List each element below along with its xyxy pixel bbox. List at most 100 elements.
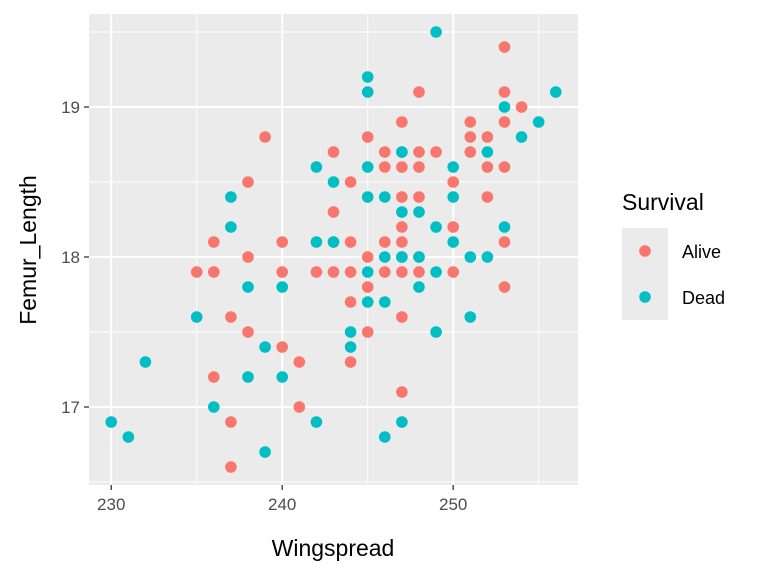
point-alive (378, 146, 391, 158)
point-alive (396, 191, 408, 203)
point-alive (498, 41, 511, 53)
point-dead (344, 326, 357, 338)
y-tick-label: 18 (61, 248, 80, 267)
point-alive (413, 146, 425, 158)
point-alive (481, 161, 494, 173)
point-dead (378, 431, 391, 443)
point-dead (242, 281, 254, 293)
point-dead (361, 266, 374, 278)
point-dead (515, 131, 528, 143)
point-alive (396, 236, 408, 248)
point-dead (122, 431, 135, 443)
point-dead (225, 191, 237, 203)
point-dead (413, 281, 425, 293)
point-alive (413, 266, 425, 278)
x-axis-ticks: 230 240 250 (97, 485, 467, 514)
point-alive (344, 176, 357, 188)
point-alive (208, 371, 220, 383)
point-dead (105, 416, 118, 428)
legend-label-alive: Alive (682, 242, 721, 262)
point-dead (396, 206, 408, 218)
point-dead (481, 146, 494, 158)
point-alive (276, 341, 289, 353)
point-alive (361, 251, 374, 263)
point-dead (276, 281, 289, 293)
point-dead (532, 116, 545, 128)
point-alive (361, 326, 374, 338)
point-dead (464, 251, 477, 263)
point-alive (396, 266, 408, 278)
point-dead (190, 311, 203, 323)
point-alive (344, 236, 357, 248)
point-dead (430, 326, 442, 338)
point-dead (225, 221, 237, 233)
point-alive (208, 236, 220, 248)
point-dead (327, 176, 340, 188)
point-alive (498, 116, 511, 128)
point-dead (310, 236, 323, 248)
y-tick-label: 19 (61, 98, 80, 117)
point-alive (190, 266, 203, 278)
point-dead (413, 206, 425, 218)
x-tick-label: 240 (268, 495, 296, 514)
point-alive (293, 401, 306, 413)
point-alive (481, 191, 494, 203)
point-alive (413, 191, 425, 203)
point-dead (498, 221, 511, 233)
point-dead (361, 86, 374, 98)
point-alive (276, 236, 289, 248)
legend-label-dead: Dead (682, 288, 725, 308)
point-dead (481, 251, 494, 263)
point-alive (447, 221, 459, 233)
point-dead (378, 296, 391, 308)
point-dead (361, 191, 374, 203)
point-alive (413, 86, 425, 98)
point-dead (396, 146, 408, 158)
point-alive (242, 251, 254, 263)
y-axis-title: Femur_Length (15, 175, 41, 325)
point-alive (413, 161, 425, 173)
major-gridlines (89, 14, 578, 485)
point-alive (464, 146, 477, 158)
point-alive (464, 116, 477, 128)
point-dead (310, 416, 323, 428)
point-alive (327, 146, 340, 158)
point-dead (447, 161, 459, 173)
x-tick-label: 230 (97, 495, 125, 514)
point-alive (327, 266, 340, 278)
point-dead (549, 86, 562, 98)
point-alive (276, 266, 289, 278)
point-dead (378, 251, 391, 263)
point-dead (242, 371, 254, 383)
point-alive (208, 266, 220, 278)
point-alive (498, 86, 511, 98)
x-axis-title: Wingspread (272, 535, 395, 561)
point-dead (344, 341, 357, 353)
point-alive (378, 266, 391, 278)
point-dead (430, 266, 442, 278)
y-tick-label: 17 (61, 398, 80, 417)
point-dead (498, 101, 511, 113)
point-alive (327, 206, 340, 218)
point-alive (310, 266, 323, 278)
point-alive (225, 416, 237, 428)
point-dead (396, 251, 408, 263)
point-alive (396, 311, 408, 323)
point-dead (327, 236, 340, 248)
point-alive (344, 266, 357, 278)
plot-panel (89, 14, 578, 485)
point-dead (139, 356, 152, 368)
point-alive (498, 281, 511, 293)
point-alive (242, 176, 254, 188)
point-alive (396, 116, 408, 128)
point-alive (396, 221, 408, 233)
y-axis-ticks: 17 18 19 (61, 98, 89, 417)
point-dead (396, 416, 408, 428)
point-dead (447, 236, 459, 248)
point-alive (344, 296, 357, 308)
point-alive (515, 101, 528, 113)
point-alive (242, 326, 254, 338)
point-dead (361, 71, 374, 83)
point-dead (259, 446, 271, 458)
